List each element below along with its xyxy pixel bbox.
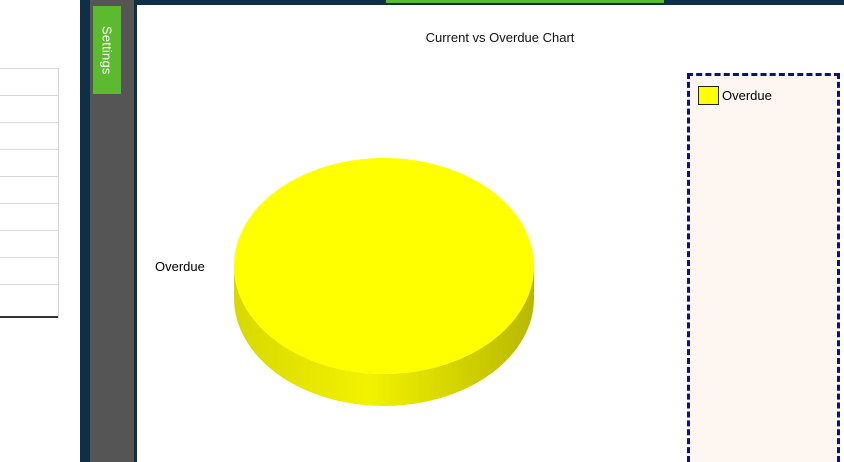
settings-tab-label: Settings <box>99 25 115 75</box>
chart-title: Current vs Overdue Chart <box>425 30 575 45</box>
chart-top-tab <box>386 0 664 3</box>
grid-row-line <box>0 95 58 96</box>
legend-swatch <box>698 86 719 105</box>
left-panel <box>0 0 80 462</box>
grid-row-line <box>0 149 58 150</box>
chart-legend: Overdue <box>687 73 840 462</box>
data-grid <box>0 68 59 318</box>
slice-label-overdue: Overdue <box>155 259 205 274</box>
grid-row-line <box>0 230 58 231</box>
legend-label: Overdue <box>722 88 772 103</box>
grid-row-line <box>0 122 58 123</box>
settings-tab[interactable]: Settings <box>93 6 121 94</box>
grid-row-line <box>0 203 58 204</box>
grid-row-line <box>0 68 58 69</box>
grid-row-line <box>0 257 58 258</box>
panel-divider <box>80 0 90 462</box>
legend-item-overdue: Overdue <box>698 86 772 105</box>
pie-chart <box>234 158 534 406</box>
pie-slice-side <box>234 266 534 406</box>
grid-bottom-border <box>0 316 58 318</box>
grid-row-line <box>0 176 58 177</box>
pie-slice-overdue <box>234 158 534 374</box>
grid-row-line <box>0 284 58 285</box>
